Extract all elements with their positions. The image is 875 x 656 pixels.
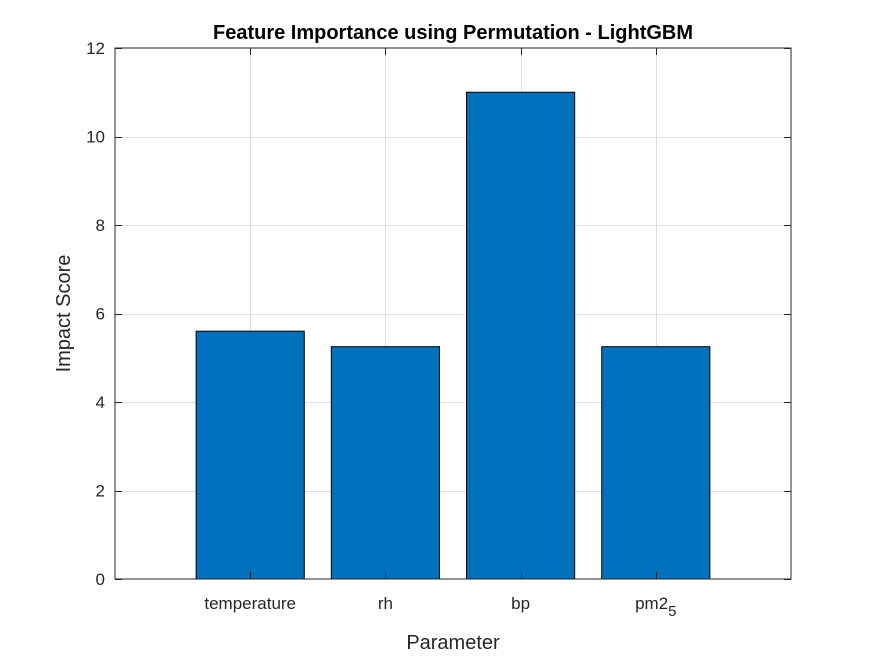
bar-rh: [330, 346, 440, 580]
y-tick-label: 12: [86, 39, 105, 58]
axes-box: [114, 47, 792, 580]
y-tick-label: 0: [96, 570, 105, 589]
chart-title: Feature Importance using Permutation - L…: [213, 22, 693, 44]
x-axis-label: Parameter: [406, 632, 500, 654]
y-tick-label: 2: [96, 482, 105, 501]
bar-bp: [466, 91, 576, 580]
bar-pm2-5: [601, 346, 711, 580]
x-tick-label: pm25: [635, 594, 676, 620]
x-tick-label: bp: [511, 594, 530, 613]
y-tick-label: 4: [96, 393, 105, 412]
tick-marks: [115, 48, 791, 580]
y-tick-label: 10: [86, 128, 105, 147]
bars: [195, 91, 711, 580]
x-tick-label: rh: [378, 594, 393, 613]
x-tick-labels: temperature rh bp pm25: [204, 594, 676, 620]
y-tick-labels: 0 2 4 6 8 10 12: [86, 39, 105, 589]
x-tick-label: temperature: [204, 594, 296, 613]
y-tick-label: 6: [96, 305, 105, 324]
bar-temperature: [195, 330, 305, 580]
y-tick-label: 8: [96, 216, 105, 235]
y-axis-label: Impact Score: [53, 255, 75, 373]
